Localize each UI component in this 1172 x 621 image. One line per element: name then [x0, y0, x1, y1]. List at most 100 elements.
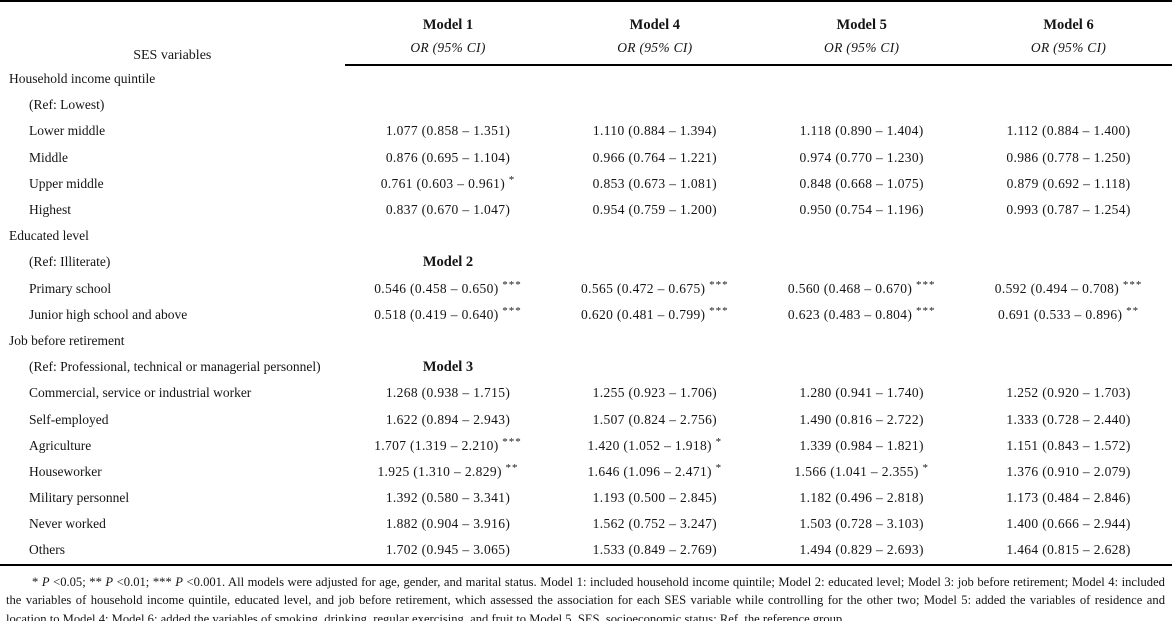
- data-row: Never worked 1.882 (0.904 – 3.916) 1.562 (…: [0, 511, 1172, 537]
- data-row: Commercial, service or industrial worker…: [0, 380, 1172, 406]
- row-label: Lower middle: [29, 123, 106, 139]
- footnote-italic-segment: P: [105, 574, 114, 589]
- or-ci-value-cell: 1.707 (1.319 – 2.210) ***: [374, 436, 522, 453]
- section-label: Household income quintile: [9, 71, 156, 87]
- ref-row: (Ref: Lowest): [0, 92, 1172, 118]
- or-ci-value-cell: 0.518 (0.419 – 0.640) ***: [374, 305, 522, 322]
- ref-row: (Ref: Illiterate) Model 2: [0, 249, 1172, 275]
- or-ci-value-cell: 1.566 (1.041 – 2.355) *: [794, 462, 929, 479]
- model-header: Model 5: [836, 17, 887, 33]
- data-row: Middle 0.876 (0.695 – 1.104) 0.966 (0.764 …: [0, 145, 1172, 171]
- row-label: Others: [29, 542, 65, 558]
- or-ci-value-cell: 1.464 (0.815 – 2.628): [1006, 542, 1131, 558]
- footnote-segment: <0.01; ***: [113, 574, 176, 589]
- footnote-italic-segment: P: [175, 574, 183, 589]
- empty-cell: [965, 354, 1172, 380]
- or-ci-value-cell: 1.702 (0.945 – 3.065): [385, 542, 511, 558]
- or-ci-header: OR (95% CI): [344, 35, 552, 66]
- or-ci-value-cell: 0.876 (0.695 – 1.104): [385, 149, 511, 165]
- model-header: Model 6: [1043, 17, 1094, 33]
- or-ci-value-cell: 0.986 (0.778 – 1.250): [1006, 149, 1131, 165]
- or-ci-value-cell: 1.533 (0.849 – 2.769): [592, 542, 718, 558]
- row-label: Houseworker: [29, 463, 102, 479]
- significance-stars: ***: [705, 305, 729, 318]
- data-row: Houseworker 1.925 (1.310 – 2.829) ** 1.646…: [0, 459, 1172, 485]
- significance-stars: ***: [498, 305, 522, 318]
- significance-stars: ***: [498, 279, 522, 292]
- data-row: Highest 0.837 (0.670 – 1.047) 0.954 (0.759…: [0, 197, 1172, 223]
- or-ci-value-cell: 0.879 (0.692 – 1.118): [1006, 175, 1131, 191]
- significance-stars: ***: [912, 305, 936, 318]
- significance-stars: **: [1122, 305, 1140, 318]
- row-label: Junior high school and above: [29, 306, 188, 322]
- or-ci-value-cell: 0.853 (0.673 – 1.081): [592, 175, 718, 191]
- or-ci-value-cell: 1.118 (0.890 – 1.404): [799, 123, 924, 139]
- or-ci-value-cell: 1.255 (0.923 – 1.706): [592, 385, 718, 401]
- or-ci-value-cell: 1.622 (0.894 – 2.943): [385, 411, 511, 427]
- or-ci-header: OR (95% CI): [551, 35, 759, 66]
- table-body: Household income quintile (Ref: Lowest) Lo…: [0, 65, 1172, 565]
- ref-row: (Ref: Professional, technical or manager…: [0, 354, 1172, 380]
- row-label: Agriculture: [29, 437, 92, 453]
- empty-cell: [551, 249, 758, 275]
- or-ci-value-cell: 1.494 (0.829 – 2.693): [799, 542, 924, 558]
- or-ci-value-cell: 0.623 (0.483 – 0.804) ***: [787, 305, 936, 322]
- significance-stars: **: [501, 462, 519, 475]
- row-label: Military personnel: [29, 490, 130, 506]
- empty-cell: [758, 92, 965, 118]
- or-ci-value-cell: 1.507 (0.824 – 2.756): [592, 411, 718, 427]
- or-ci-value-cell: 1.252 (0.920 – 1.703): [1006, 385, 1131, 401]
- or-ci-value-cell: 1.503 (0.728 – 3.103): [799, 516, 924, 532]
- section-label: Educated level: [9, 228, 89, 244]
- footnote-segment: <0.05; **: [49, 574, 106, 589]
- table-header: SES variables Model 1 Model 4 Model 5 Model…: [0, 1, 1172, 66]
- inline-model-label: Model 3: [422, 358, 474, 375]
- row-label: Upper middle: [29, 175, 104, 191]
- or-ci-value-cell: 0.761 (0.603 – 0.961) *: [380, 174, 516, 191]
- data-row: Lower middle 1.077 (0.858 – 1.351) 1.110 (…: [0, 118, 1172, 144]
- or-ci-value-cell: 0.974 (0.770 – 1.230): [799, 149, 924, 165]
- model-header: Model 4: [629, 17, 681, 33]
- data-row: Junior high school and above 0.518 (0.419…: [0, 302, 1172, 328]
- or-ci-value-cell: 1.268 (0.938 – 1.715): [385, 385, 511, 401]
- significance-stars: *: [505, 174, 516, 187]
- section-label: Job before retirement: [9, 332, 125, 348]
- or-ci-value-cell: 1.562 (0.752 – 3.247): [592, 516, 718, 532]
- row-label: Primary school: [29, 280, 112, 296]
- inline-model-label: Model 2: [422, 253, 474, 270]
- or-ci-value-cell: 1.392 (0.580 – 3.341): [385, 490, 511, 506]
- or-ci-value-cell: 1.280 (0.941 – 1.740): [799, 385, 924, 401]
- empty-cell: [551, 92, 758, 118]
- section-row: Educated level: [0, 223, 1172, 249]
- data-row: Self-employed 1.622 (0.894 – 2.943) 1.507 …: [0, 406, 1172, 432]
- ref-label: (Ref: Illiterate): [29, 254, 111, 270]
- or-ci-value-cell: 1.339 (0.984 – 1.821): [799, 437, 924, 453]
- row-label: Highest: [29, 202, 71, 218]
- significance-stars: *: [711, 436, 723, 449]
- or-ci-value-cell: 0.546 (0.458 – 0.650) ***: [374, 279, 522, 296]
- or-ci-value-cell: 0.565 (0.472 – 0.675) ***: [581, 279, 729, 296]
- or-ci-value-cell: 1.151 (0.843 – 1.572): [1006, 437, 1131, 453]
- section-row: Household income quintile: [0, 65, 1172, 92]
- footnote-segment: *: [32, 574, 42, 589]
- or-ci-value-cell: 1.420 (1.052 – 1.918) *: [587, 436, 723, 453]
- or-ci-value-cell: 0.848 (0.668 – 1.075): [799, 175, 924, 191]
- or-ci-header: OR (95% CI): [758, 35, 966, 66]
- table-footnote: * P <0.05; ** P <0.01; *** P <0.001. All…: [6, 573, 1165, 621]
- significance-stars: ***: [498, 436, 522, 449]
- significance-stars: ***: [1119, 279, 1143, 292]
- footnote-italic-segment: P: [41, 574, 50, 589]
- row-label: Never worked: [29, 516, 106, 532]
- empty-cell: [965, 92, 1172, 118]
- or-ci-value-cell: 1.182 (0.496 – 2.818): [799, 490, 924, 506]
- or-ci-value-cell: 1.882 (0.904 – 3.916): [385, 516, 511, 532]
- row-label: Middle: [29, 149, 68, 165]
- data-row: Primary school 0.546 (0.458 – 0.650) *** 0…: [0, 276, 1172, 302]
- or-ci-value-cell: 1.490 (0.816 – 2.722): [799, 411, 924, 427]
- or-ci-value-cell: 1.193 (0.500 – 2.845): [592, 490, 718, 506]
- or-ci-value-cell: 1.925 (1.310 – 2.829) **: [377, 462, 519, 479]
- significance-stars: *: [711, 462, 723, 475]
- data-row: Upper middle 0.761 (0.603 – 0.961) * 0.853…: [0, 171, 1172, 197]
- empty-cell: [965, 249, 1172, 275]
